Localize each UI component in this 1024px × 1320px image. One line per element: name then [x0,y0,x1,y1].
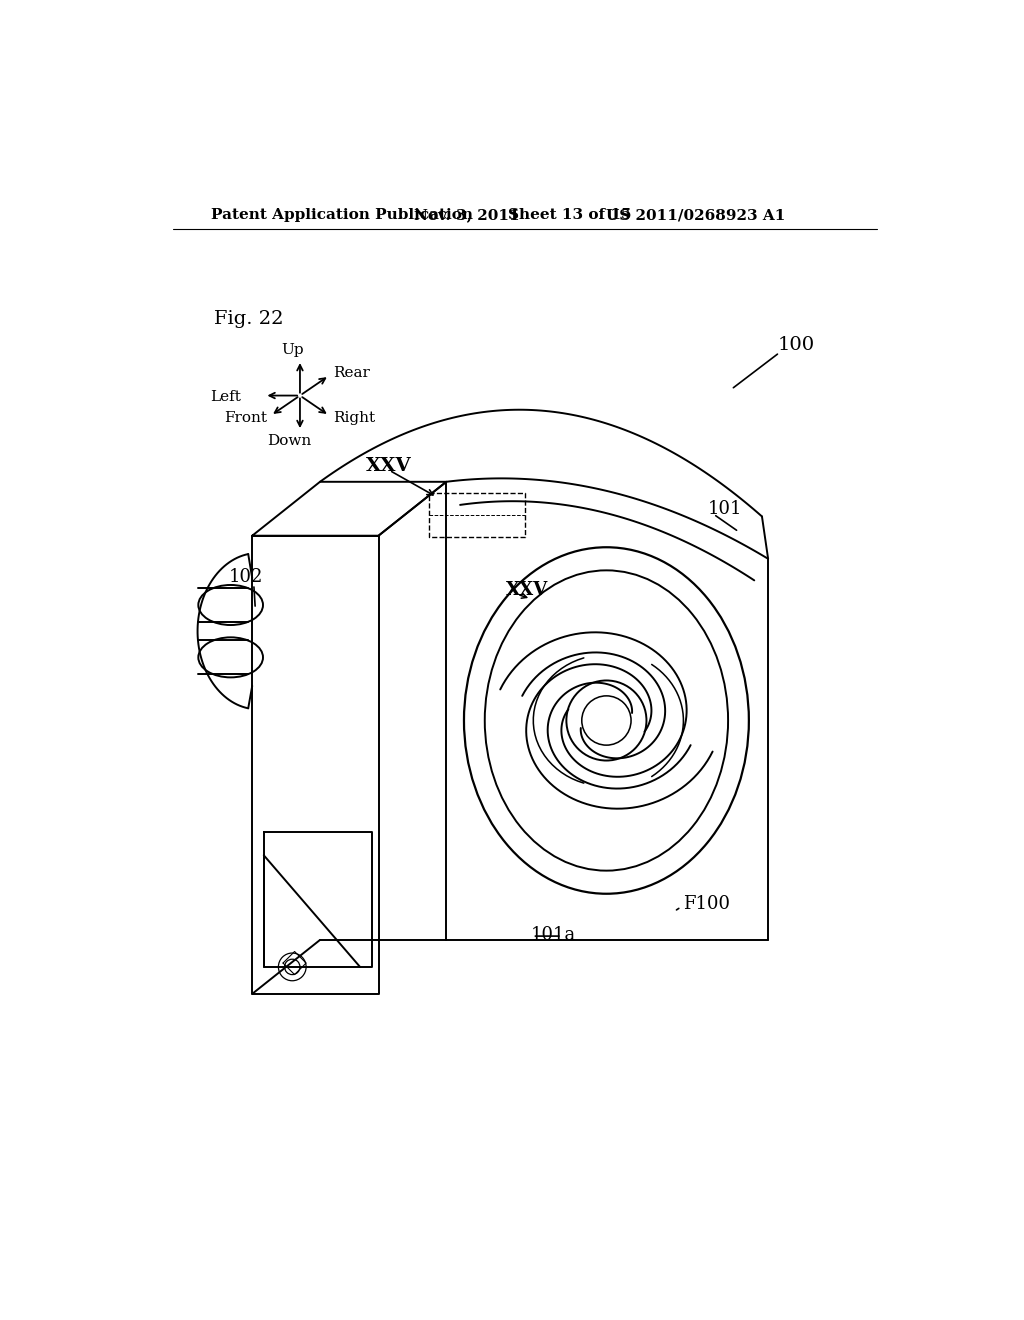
Text: F100: F100 [683,895,730,912]
Text: Patent Application Publication: Patent Application Publication [211,209,473,222]
Text: Fig. 22: Fig. 22 [214,310,284,327]
Text: Front: Front [224,411,267,425]
Text: Sheet 13 of 15: Sheet 13 of 15 [508,209,632,222]
Text: Up: Up [281,343,303,358]
Text: XXV: XXV [366,458,411,475]
Text: US 2011/0268923 A1: US 2011/0268923 A1 [606,209,785,222]
Text: Down: Down [267,434,311,447]
Text: 101a: 101a [531,925,577,944]
Text: XXV: XXV [506,581,549,598]
Text: Rear: Rear [333,366,370,380]
Text: 101: 101 [708,500,742,517]
Text: 102: 102 [229,568,263,586]
Text: Left: Left [211,391,242,404]
Text: Right: Right [333,411,375,425]
Text: 100: 100 [777,335,814,354]
Text: Nov. 3, 2011: Nov. 3, 2011 [414,209,519,222]
